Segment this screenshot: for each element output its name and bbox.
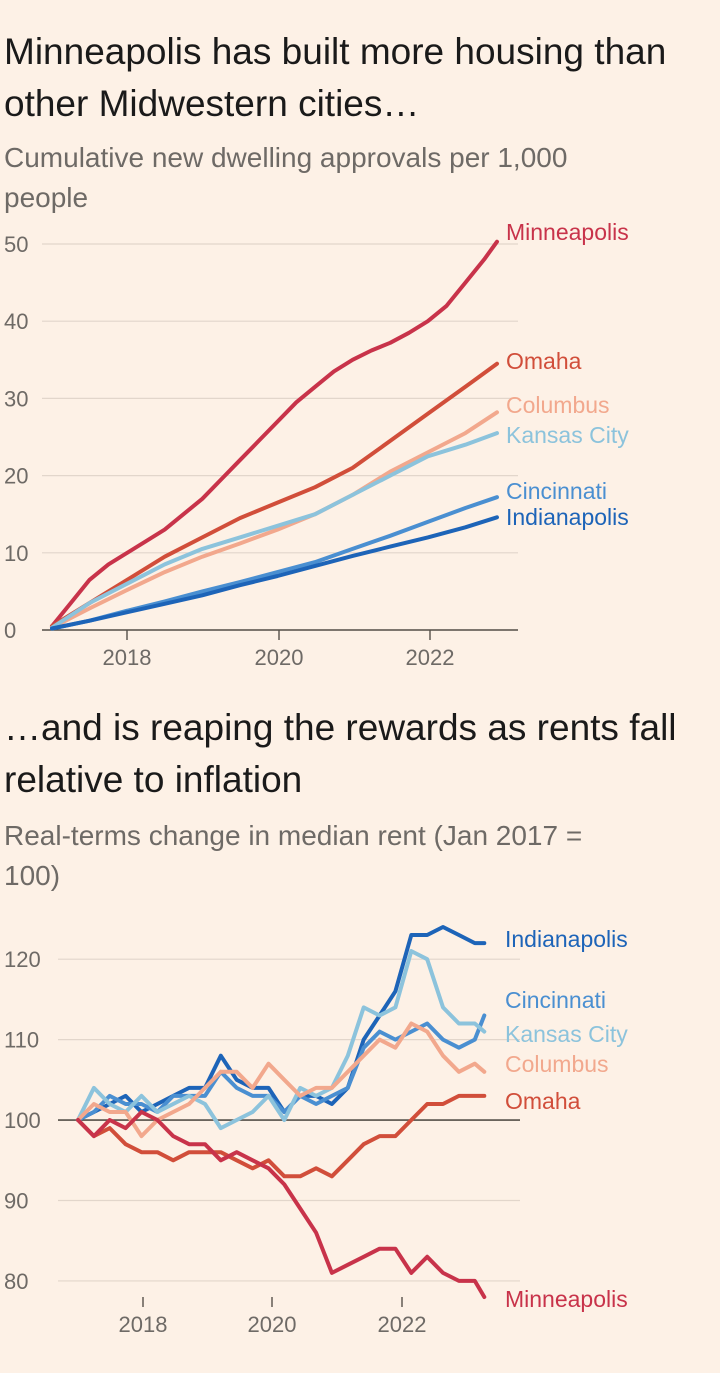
series-label-minneapolis: Minneapolis bbox=[505, 1286, 628, 1312]
x-tick-label: 2020 bbox=[248, 1312, 297, 1337]
y-tick-label: 120 bbox=[4, 947, 41, 972]
y-tick-label: 30 bbox=[4, 386, 28, 411]
y-tick-label: 90 bbox=[4, 1188, 28, 1213]
series-label-omaha: Omaha bbox=[505, 1088, 581, 1114]
series-label-columbus: Columbus bbox=[505, 1051, 609, 1077]
y-tick-label: 50 bbox=[4, 232, 28, 257]
series-label-cincinnati: Cincinnati bbox=[506, 478, 607, 504]
series-label-kansas-city: Kansas City bbox=[505, 1021, 628, 1047]
chart-1-subtitle: Cumulative new dwelling approvals per 1,… bbox=[4, 142, 568, 213]
x-tick-label: 2020 bbox=[255, 645, 304, 670]
y-tick-label: 40 bbox=[4, 309, 28, 334]
series-label-indianapolis: Indianapolis bbox=[505, 926, 628, 952]
series-line-omaha bbox=[50, 361, 499, 629]
series-line-kansas-city bbox=[50, 431, 499, 630]
series-label-minneapolis: Minneapolis bbox=[506, 219, 629, 245]
chart-1-title: Minneapolis has built more housing than … bbox=[4, 31, 667, 124]
series-label-columbus: Columbus bbox=[506, 392, 610, 418]
series-line-indianapolis bbox=[50, 515, 499, 631]
series-label-indianapolis: Indianapolis bbox=[506, 504, 629, 530]
y-tick-label: 0 bbox=[4, 618, 16, 643]
chart-2-title: …and is reaping the rewards as rents fal… bbox=[4, 707, 677, 800]
housing-approvals-chart: 0 10 20 30 40 50 2018 2020 2022 Minneapolis Omaha C… bbox=[4, 219, 629, 670]
series-label-omaha: Omaha bbox=[506, 348, 582, 374]
y-tick-label: 110 bbox=[4, 1028, 39, 1053]
x-tick-label: 2022 bbox=[378, 1312, 427, 1337]
y-tick-label: 80 bbox=[4, 1269, 28, 1294]
chart-2-subtitle: Real-terms change in median rent (Jan 20… bbox=[4, 820, 583, 891]
series-line-omaha bbox=[76, 1093, 487, 1179]
series-line-columbus bbox=[50, 410, 499, 630]
series-line-columbus bbox=[76, 1021, 487, 1139]
series-line-minneapolis bbox=[50, 239, 499, 629]
series-label-cincinnati: Cincinnati bbox=[505, 987, 606, 1013]
y-tick-label: 20 bbox=[4, 464, 28, 489]
x-tick-label: 2018 bbox=[103, 645, 152, 670]
y-tick-label: 10 bbox=[4, 541, 28, 566]
x-tick-label: 2018 bbox=[119, 1312, 168, 1337]
series-label-kansas-city: Kansas City bbox=[506, 422, 629, 448]
series-line-kansas-city bbox=[76, 949, 487, 1131]
series-line-cincinnati bbox=[76, 1013, 487, 1122]
y-tick-label: 100 bbox=[4, 1108, 41, 1133]
series-line-minneapolis bbox=[76, 1110, 487, 1299]
x-tick-label: 2022 bbox=[406, 645, 455, 670]
